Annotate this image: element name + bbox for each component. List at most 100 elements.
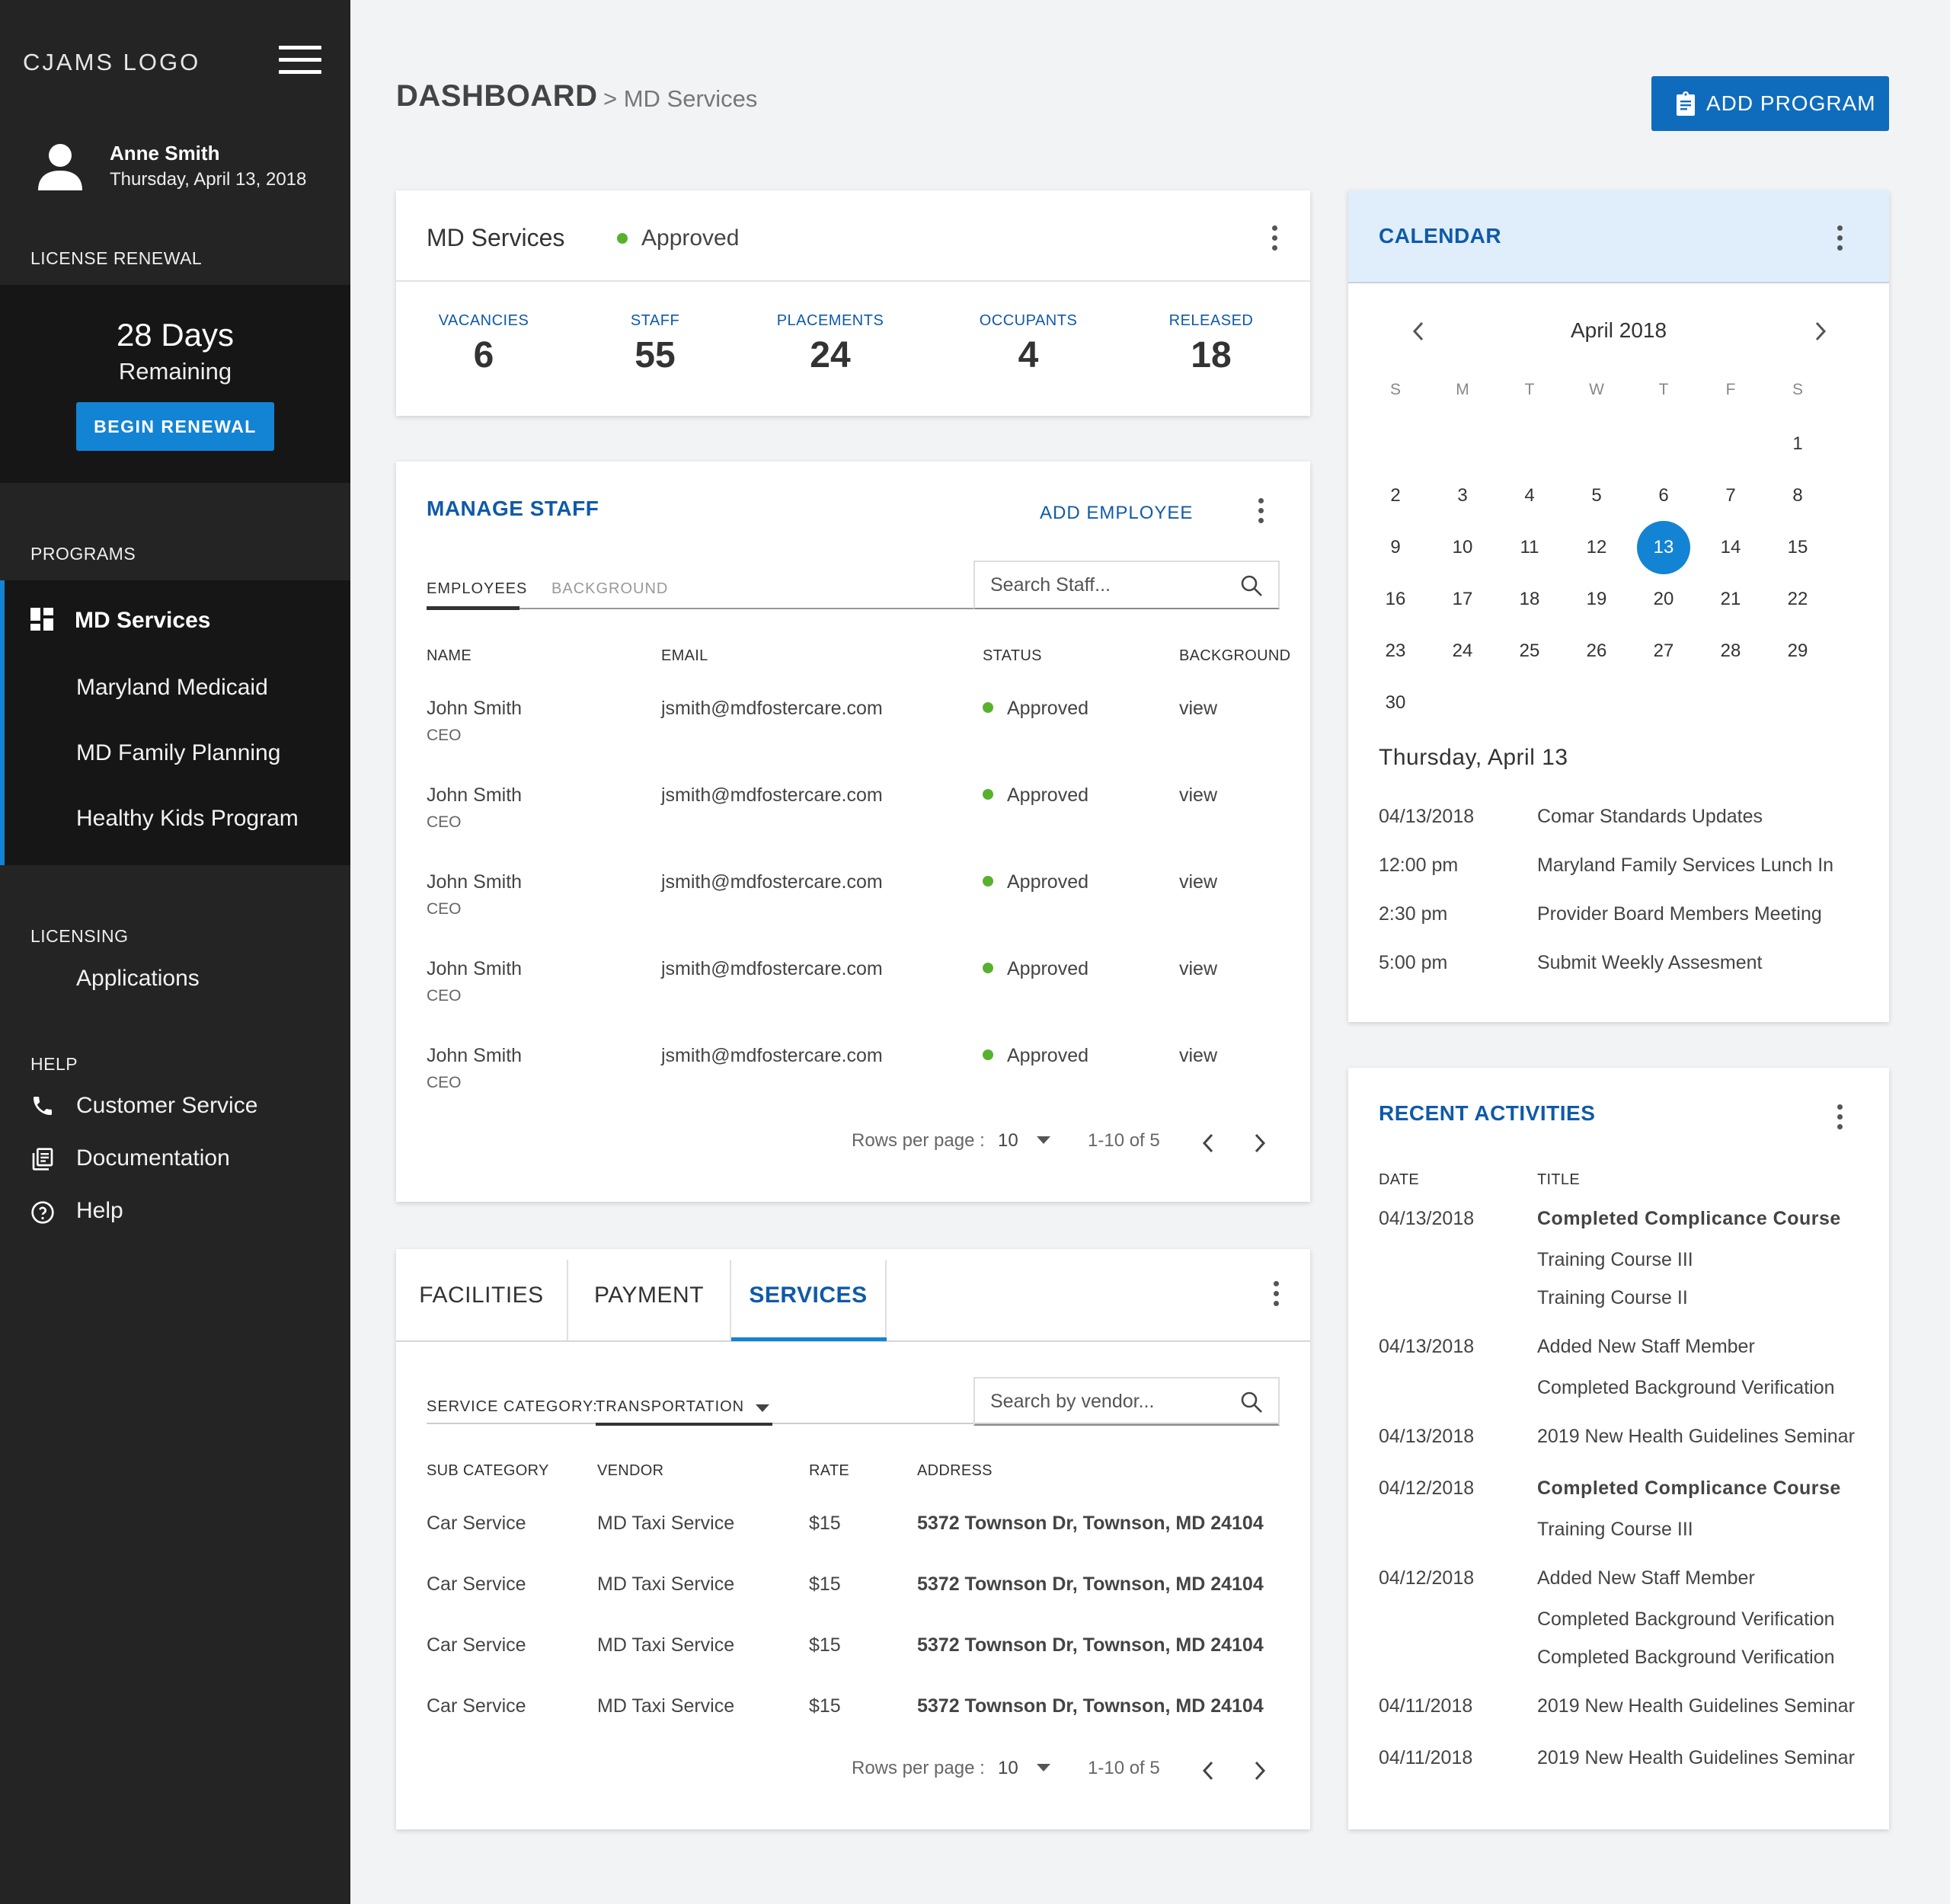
calendar-day[interactable]: 25 [1519, 641, 1540, 661]
col-name: NAME [427, 647, 472, 664]
rows-per-page-select[interactable]: 10 [998, 1758, 1051, 1779]
sidebar-item-customer-service[interactable]: Customer Service [76, 1093, 258, 1118]
search-icon[interactable] [1240, 1391, 1263, 1414]
calendar-day[interactable]: 20 [1653, 589, 1674, 609]
activity-title[interactable]: Added New Staff Member [1537, 1336, 1755, 1357]
calendar-day[interactable]: 14 [1720, 537, 1741, 557]
kebab-icon[interactable] [1836, 1104, 1843, 1132]
kebab-icon[interactable] [1271, 225, 1278, 253]
status-dot [983, 789, 993, 800]
begin-renewal-button[interactable]: BEGIN RENEWAL [76, 402, 274, 451]
calendar-day[interactable]: 1 [1792, 433, 1803, 454]
chevron-right-icon[interactable] [1252, 1132, 1268, 1155]
employee-email: jsmith@mdfostercare.com [661, 871, 883, 893]
sidebar-item-md-services[interactable]: MD Services [30, 608, 210, 634]
calendar-day[interactable]: 8 [1792, 485, 1803, 506]
sidebar-item-applications[interactable]: Applications [76, 966, 200, 991]
address-link[interactable]: 5372 Townson Dr, Townson, MD 24104 [917, 1513, 1264, 1534]
calendar-day[interactable]: 24 [1452, 641, 1473, 661]
calendar-day[interactable]: 18 [1519, 589, 1540, 609]
kebab-icon[interactable] [1257, 498, 1264, 526]
calendar-day[interactable]: 27 [1653, 641, 1674, 661]
recent-activities-card: RECENT ACTIVITIES DATE TITLE 04/13/2018 C… [1348, 1068, 1889, 1829]
sidebar-item-md-family-planning[interactable]: MD Family Planning [76, 740, 281, 765]
calendar-day[interactable]: 12 [1586, 537, 1607, 557]
calendar-day[interactable]: 4 [1524, 485, 1535, 506]
search-input[interactable] [975, 1378, 1278, 1424]
weekday-label: T [1524, 381, 1535, 398]
calendar-day[interactable]: 26 [1586, 641, 1607, 661]
event-title[interactable]: Comar Standards Updates [1537, 806, 1763, 827]
kebab-icon[interactable] [1272, 1281, 1280, 1308]
weekday-label: S [1792, 381, 1803, 398]
calendar-day[interactable]: 23 [1385, 641, 1406, 661]
activity-title[interactable]: Completed Complicance Course [1537, 1478, 1841, 1499]
calendar-day[interactable]: 15 [1787, 537, 1808, 557]
view-background-link[interactable]: view [1179, 871, 1218, 893]
address-link[interactable]: 5372 Townson Dr, Townson, MD 24104 [917, 1695, 1264, 1717]
view-background-link[interactable]: view [1179, 958, 1218, 979]
status-dot [617, 233, 628, 244]
weekday-label: M [1456, 381, 1469, 398]
sidebar-item-documentation[interactable]: Documentation [76, 1145, 230, 1171]
activity-title[interactable]: Completed Complicance Course [1537, 1208, 1841, 1229]
sub-category: Car Service [427, 1634, 526, 1656]
status-dot [983, 876, 993, 887]
calendar-day[interactable]: 11 [1520, 537, 1539, 557]
calendar-day[interactable]: 28 [1720, 641, 1741, 661]
event-title[interactable]: Submit Weekly Assesment [1537, 952, 1763, 973]
chevron-left-icon[interactable] [1200, 1759, 1216, 1782]
event-title[interactable]: Maryland Family Services Lunch In [1537, 855, 1834, 876]
tab-services[interactable]: SERVICES [749, 1283, 868, 1308]
tab-payment[interactable]: PAYMENT [593, 1283, 705, 1308]
chevron-left-icon[interactable] [1411, 320, 1426, 343]
sidebar-item-help[interactable]: Help [76, 1198, 123, 1223]
activity-title[interactable]: 2019 New Health Guidelines Seminar [1537, 1695, 1855, 1717]
search-icon[interactable] [1240, 574, 1263, 597]
calendar-day[interactable]: 30 [1385, 692, 1406, 713]
address-link[interactable]: 5372 Townson Dr, Townson, MD 24104 [917, 1634, 1264, 1656]
calendar-day-today[interactable]: 13 [1637, 521, 1690, 574]
calendar-day[interactable]: 17 [1452, 589, 1473, 609]
calendar-day[interactable]: 10 [1452, 537, 1473, 557]
calendar-day[interactable]: 2 [1390, 485, 1401, 506]
tab-facilities[interactable]: FACILITIES [419, 1283, 544, 1308]
calendar-day[interactable]: 29 [1787, 641, 1808, 661]
col-title: TITLE [1537, 1171, 1580, 1188]
address-link[interactable]: 5372 Townson Dr, Townson, MD 24104 [917, 1573, 1264, 1595]
activity-title[interactable]: 2019 New Health Guidelines Seminar [1537, 1426, 1855, 1447]
kebab-icon[interactable] [1836, 225, 1843, 253]
calendar-day[interactable]: 6 [1658, 485, 1669, 506]
calendar-day[interactable]: 22 [1787, 589, 1808, 609]
view-background-link[interactable]: view [1179, 784, 1218, 806]
calendar-day[interactable]: 16 [1385, 589, 1406, 609]
tab-employees[interactable]: EMPLOYEES [427, 580, 528, 597]
add-program-button[interactable]: ADD PROGRAM [1651, 76, 1889, 131]
calendar-day[interactable]: 9 [1390, 537, 1401, 557]
activity-title[interactable]: 2019 New Health Guidelines Seminar [1537, 1747, 1855, 1768]
chevron-left-icon[interactable] [1200, 1132, 1216, 1155]
calendar-day[interactable]: 3 [1457, 485, 1468, 506]
event-title[interactable]: Provider Board Members Meeting [1537, 903, 1822, 925]
view-background-link[interactable]: view [1179, 1045, 1218, 1066]
add-employee-button[interactable]: ADD EMPLOYEE [1040, 503, 1194, 523]
chevron-right-icon[interactable] [1813, 320, 1828, 343]
service-category-label: SERVICE CATEGORY: [427, 1398, 598, 1415]
search-input[interactable] [975, 562, 1278, 608]
service-category-select[interactable]: TRANSPORTATION [596, 1391, 772, 1426]
rows-per-page-select[interactable]: 10 [998, 1130, 1051, 1152]
view-background-link[interactable]: view [1179, 698, 1218, 719]
activity-title[interactable]: Added New Staff Member [1537, 1567, 1755, 1589]
calendar-day[interactable]: 21 [1720, 589, 1741, 609]
sidebar-item-healthy-kids[interactable]: Healthy Kids Program [76, 806, 299, 831]
breadcrumb[interactable]: > MD Services [603, 85, 758, 112]
rows-per-page-value: 10 [998, 1130, 1018, 1151]
menu-icon[interactable] [279, 46, 321, 75]
sidebar-item-maryland-medicaid[interactable]: Maryland Medicaid [76, 675, 268, 700]
tab-separator [885, 1260, 887, 1340]
calendar-day[interactable]: 19 [1586, 589, 1607, 609]
chevron-right-icon[interactable] [1252, 1759, 1268, 1782]
tab-background[interactable]: BACKGROUND [551, 580, 669, 597]
calendar-day[interactable]: 7 [1725, 485, 1736, 506]
calendar-day[interactable]: 5 [1591, 485, 1602, 506]
